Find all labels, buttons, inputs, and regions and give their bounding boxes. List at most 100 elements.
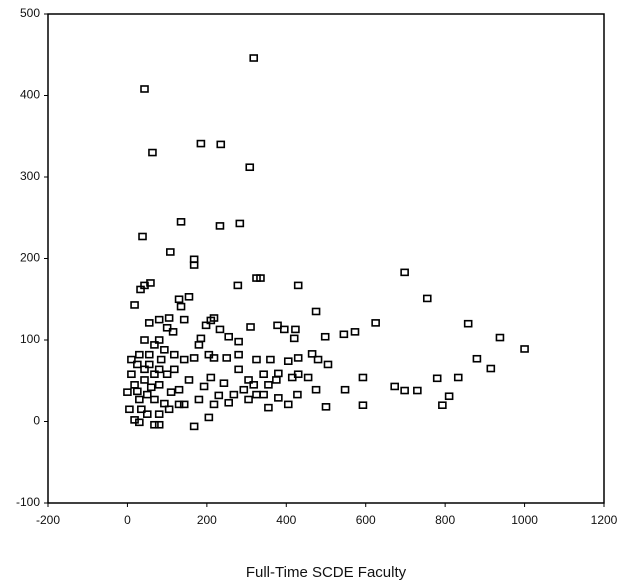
data-point xyxy=(130,416,139,424)
data-point xyxy=(146,279,155,287)
data-point xyxy=(311,307,321,316)
data-point xyxy=(303,373,313,382)
data-point xyxy=(293,281,303,290)
data-point xyxy=(138,232,147,241)
data-point xyxy=(209,400,219,409)
x-tick-label: 1000 xyxy=(511,513,538,527)
y-tick-label: 500 xyxy=(20,6,40,20)
data-point xyxy=(422,294,432,303)
data-point xyxy=(166,388,176,396)
data-point xyxy=(259,370,268,379)
data-point xyxy=(137,405,146,414)
data-point xyxy=(283,357,293,365)
data-point xyxy=(144,360,154,369)
data-point xyxy=(150,395,159,404)
data-point xyxy=(339,330,349,339)
data-point xyxy=(358,401,368,410)
data-point xyxy=(150,341,159,349)
y-tick-label: 300 xyxy=(20,169,40,183)
data-point xyxy=(234,337,243,346)
data-point xyxy=(215,325,225,334)
data-point xyxy=(189,422,199,431)
data-point xyxy=(293,354,303,362)
data-point xyxy=(313,355,323,364)
data-point xyxy=(150,420,159,429)
data-point xyxy=(432,374,442,383)
data-point xyxy=(206,373,216,382)
data-point xyxy=(224,398,233,407)
data-point xyxy=(244,395,253,404)
x-tick-label: 200 xyxy=(197,513,217,527)
y-tick-label: 400 xyxy=(20,88,40,102)
data-point xyxy=(520,345,529,353)
data-point xyxy=(144,350,154,359)
data-point xyxy=(320,332,330,341)
data-point xyxy=(273,321,282,330)
data-point xyxy=(350,328,360,336)
data-point xyxy=(133,360,142,369)
data-point xyxy=(201,321,211,330)
data-point xyxy=(472,354,482,363)
data-point xyxy=(135,350,144,359)
data-point xyxy=(127,355,136,364)
data-point xyxy=(174,400,184,409)
data-point xyxy=(400,268,409,277)
data-point xyxy=(371,319,380,327)
data-point xyxy=(264,403,273,412)
data-point xyxy=(283,400,293,409)
data-point xyxy=(184,293,194,301)
data-point xyxy=(154,365,164,374)
data-point xyxy=(140,336,149,344)
data-point xyxy=(140,376,149,384)
data-point xyxy=(133,387,142,396)
data-point xyxy=(400,386,409,395)
data-point xyxy=(266,355,275,364)
data-point xyxy=(293,370,303,379)
data-point xyxy=(154,420,164,429)
data-point xyxy=(130,381,139,389)
data-point xyxy=(444,392,454,401)
data-point xyxy=(135,395,144,404)
data-point xyxy=(142,410,152,418)
data-point xyxy=(164,314,174,322)
data-point xyxy=(140,365,149,374)
data-point xyxy=(244,376,253,384)
data-point xyxy=(176,302,186,311)
data-point xyxy=(196,334,206,343)
data-point xyxy=(279,325,289,334)
x-tick-label: 1200 xyxy=(591,513,618,527)
data-point xyxy=(259,390,268,399)
data-point xyxy=(214,391,224,400)
data-point xyxy=(148,148,157,157)
data-point xyxy=(140,85,149,93)
data-point xyxy=(169,365,179,374)
data-point xyxy=(216,140,226,149)
data-point xyxy=(174,385,184,394)
data-point xyxy=(174,295,184,304)
data-point xyxy=(160,345,169,354)
data-point xyxy=(206,316,216,325)
x-tick-label: 0 xyxy=(124,513,131,527)
data-point xyxy=(194,341,204,349)
data-point xyxy=(168,328,178,336)
data-point xyxy=(164,405,174,414)
data-point xyxy=(162,370,172,379)
data-point xyxy=(252,355,261,364)
data-point xyxy=(323,360,333,369)
data-point xyxy=(189,261,199,269)
data-point xyxy=(222,354,232,362)
data-point xyxy=(274,369,283,378)
data-point xyxy=(154,410,164,418)
data-point xyxy=(142,390,152,399)
data-point xyxy=(291,325,300,334)
data-point xyxy=(390,382,400,391)
data-point xyxy=(166,248,175,256)
data-point xyxy=(233,281,243,290)
data-point xyxy=(307,350,317,358)
data-point xyxy=(264,381,273,389)
data-point xyxy=(179,315,189,324)
data-point xyxy=(272,376,281,384)
data-point xyxy=(162,323,172,332)
